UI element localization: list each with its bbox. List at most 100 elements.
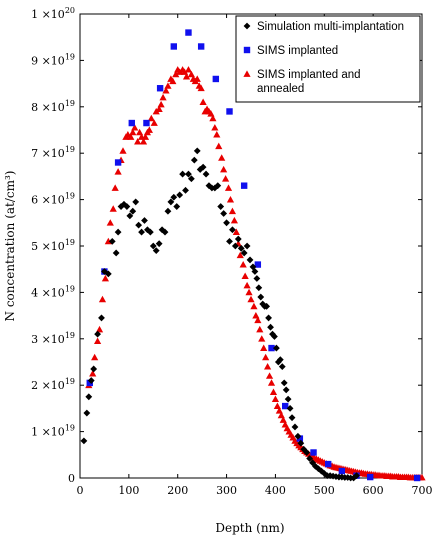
diamond-point bbox=[257, 293, 265, 301]
diamond-point bbox=[126, 212, 134, 220]
legend-box bbox=[235, 15, 421, 103]
triangle-point bbox=[101, 274, 110, 282]
square-point bbox=[240, 182, 248, 189]
diamond-point bbox=[182, 186, 189, 194]
triangle-point bbox=[228, 207, 237, 215]
diamond-point bbox=[220, 210, 228, 217]
y-axis-title: N concentration (at/cm³) bbox=[3, 171, 17, 322]
diamond-point bbox=[274, 358, 282, 366]
square-point bbox=[185, 29, 192, 36]
triangle-point bbox=[211, 124, 219, 131]
triangle-point bbox=[275, 407, 283, 414]
triangle-point bbox=[247, 295, 255, 303]
diamond-point bbox=[229, 226, 236, 234]
triangle-point bbox=[245, 288, 253, 296]
diamond-point bbox=[85, 393, 93, 401]
diamond-point bbox=[271, 333, 278, 340]
diamond-point bbox=[251, 268, 259, 275]
triangle-point bbox=[193, 75, 201, 82]
diamond-point bbox=[155, 240, 163, 248]
square-point bbox=[212, 75, 220, 83]
triangle-point bbox=[269, 388, 278, 396]
triangle-point bbox=[157, 100, 165, 108]
triangle-point bbox=[119, 147, 127, 154]
diamond-point bbox=[286, 405, 294, 412]
triangle-point bbox=[207, 110, 215, 117]
x-tick-label: 0 bbox=[77, 484, 84, 497]
triangle-point bbox=[114, 168, 122, 175]
diamond-point bbox=[253, 275, 261, 282]
square-point bbox=[310, 449, 317, 456]
y-tick-label: 1 ×1019 bbox=[31, 424, 75, 439]
diamond-point bbox=[196, 166, 204, 173]
diamond-point bbox=[94, 330, 101, 338]
diamond-point bbox=[138, 228, 145, 236]
triangle-point bbox=[199, 98, 207, 106]
triangle-point bbox=[131, 124, 139, 131]
data-marks bbox=[80, 29, 426, 482]
x-tick-label: 100 bbox=[118, 484, 139, 497]
triangle-point bbox=[147, 114, 155, 122]
square-point bbox=[324, 460, 332, 468]
square-point bbox=[367, 473, 374, 481]
triangle-point bbox=[254, 316, 262, 324]
diamond-point bbox=[223, 219, 230, 227]
square-point bbox=[282, 402, 289, 410]
diamond-point bbox=[353, 472, 360, 480]
diamond-point bbox=[280, 379, 288, 387]
diamond-point bbox=[117, 203, 125, 210]
axes: 0 100 200 300 400 500 600 700 0 1 ×1019 2 ×1019 3 ×… bbox=[31, 6, 432, 497]
diamond-point bbox=[265, 314, 272, 322]
triangle-point bbox=[129, 128, 137, 136]
triangle-point bbox=[243, 281, 251, 289]
y-tick-label: 4 ×1019 bbox=[31, 284, 75, 299]
triangle-point bbox=[98, 295, 107, 303]
diamond-point bbox=[246, 256, 254, 264]
diamond-point bbox=[303, 449, 311, 456]
x-tick-label: 700 bbox=[412, 484, 433, 497]
triangle-point bbox=[252, 312, 260, 319]
triangle-point bbox=[226, 196, 235, 203]
diamond-point bbox=[179, 170, 186, 178]
diamond-point bbox=[80, 437, 88, 445]
triangle-point bbox=[232, 228, 240, 235]
diamond-point bbox=[259, 300, 267, 308]
triangle-point bbox=[215, 142, 223, 150]
y-tick-label: 5 ×1019 bbox=[31, 238, 75, 253]
diamond-point bbox=[243, 242, 251, 250]
square-point bbox=[114, 159, 122, 166]
triangle-point bbox=[169, 77, 177, 85]
y-tick-label: 3 ×1019 bbox=[31, 331, 75, 346]
diamond-point bbox=[297, 439, 305, 447]
diamond-point bbox=[263, 302, 271, 310]
diamond-point bbox=[112, 249, 120, 257]
triangle-point bbox=[273, 402, 281, 409]
legend-diamond-icon bbox=[243, 22, 251, 30]
diamond-point bbox=[141, 217, 148, 224]
diamond-point bbox=[320, 469, 328, 477]
y-tick-label: 8 ×1019 bbox=[31, 99, 75, 114]
triangle-point bbox=[164, 82, 172, 89]
diamond-point bbox=[288, 414, 296, 422]
x-tick-label: 200 bbox=[167, 484, 188, 497]
diamond-point bbox=[214, 182, 222, 190]
diamond-point bbox=[87, 377, 95, 384]
diamond-point bbox=[282, 386, 290, 394]
y-tick-label: 0 bbox=[68, 472, 75, 485]
triangle-point bbox=[91, 353, 99, 361]
triangle-point bbox=[265, 372, 274, 379]
triangle-point bbox=[260, 344, 268, 351]
diamond-point bbox=[104, 270, 112, 278]
square-point bbox=[170, 43, 178, 50]
triangle-point bbox=[239, 260, 247, 268]
diamond-point bbox=[170, 193, 178, 201]
diamond-point bbox=[217, 203, 225, 210]
square-point bbox=[128, 119, 135, 127]
diamond-point bbox=[158, 226, 166, 234]
x-tick-label: 400 bbox=[265, 484, 286, 497]
triangle-point bbox=[264, 363, 272, 370]
triangle-point bbox=[279, 416, 287, 423]
triangle-point bbox=[145, 126, 153, 133]
triangle-point bbox=[218, 154, 226, 161]
